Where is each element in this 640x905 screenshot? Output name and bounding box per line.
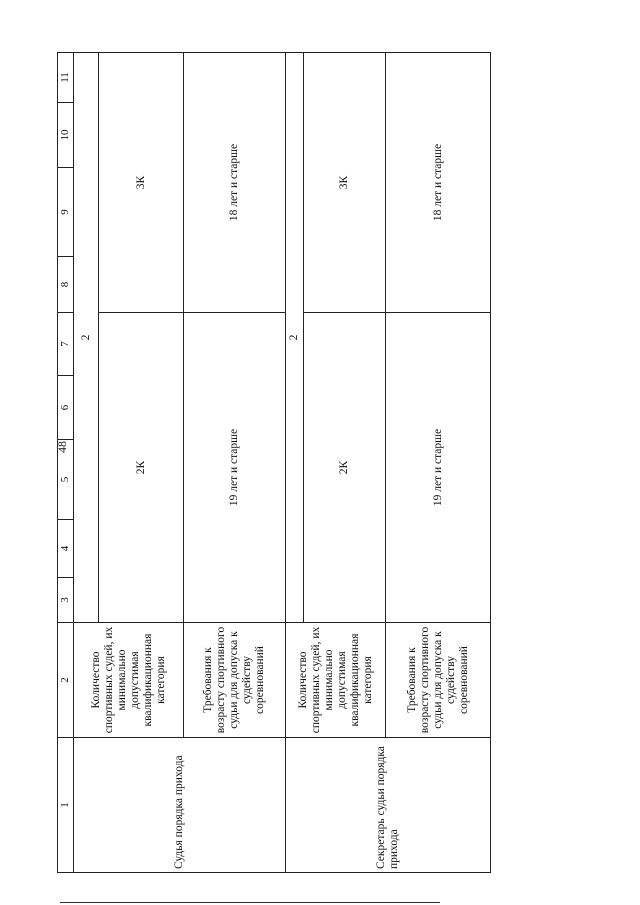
category-value: 3К [303,52,386,313]
column-number: 10 [57,102,74,168]
age-value: 18 лет и старше [385,52,491,313]
rotated-table-container: 1 2 3 4 5 6 7 8 9 10 11 Судья порядка пр… [57,52,491,873]
column-number: 4 [57,519,74,578]
requirement-label: Требования к возрасту спортивного судьи … [385,622,491,738]
column-number: 1 [57,737,74,873]
role-cell: Судья порядка прихода [73,737,286,873]
category-value: 2К [303,312,386,623]
count-marker: 2 [285,52,304,623]
category-value: 3К [98,52,184,313]
role-cell: Секретарь судьи порядка прихода [285,737,491,873]
count-marker: 2 [73,52,99,623]
scan-edge-divider [60,902,440,903]
table-row: Секретарь судьи порядка прихода Количест… [285,52,491,873]
column-number: 8 [57,256,74,313]
column-number: 11 [57,52,74,103]
column-number: 3 [57,577,74,623]
column-number-row: 1 2 3 4 5 6 7 8 9 10 11 [57,52,74,873]
judges-requirements-table: 1 2 3 4 5 6 7 8 9 10 11 Судья порядка пр… [57,52,491,873]
column-number: 5 [57,439,74,520]
age-value: 18 лет и старше [183,52,286,313]
column-number: 2 [57,622,74,738]
age-value: 19 лет и старше [183,312,286,623]
column-number: 9 [57,167,74,257]
column-number: 6 [57,375,74,440]
requirement-label: Количество спортивных судей, их минималь… [73,622,184,738]
age-value: 19 лет и старше [385,312,491,623]
category-value: 2К [98,312,184,623]
requirement-label: Количество спортивных судей, их минималь… [285,622,386,738]
column-number: 7 [57,312,74,376]
table-row: Судья порядка прихода Количество спортив… [73,52,286,873]
requirement-label: Требования к возрасту спортивного судьи … [183,622,286,738]
